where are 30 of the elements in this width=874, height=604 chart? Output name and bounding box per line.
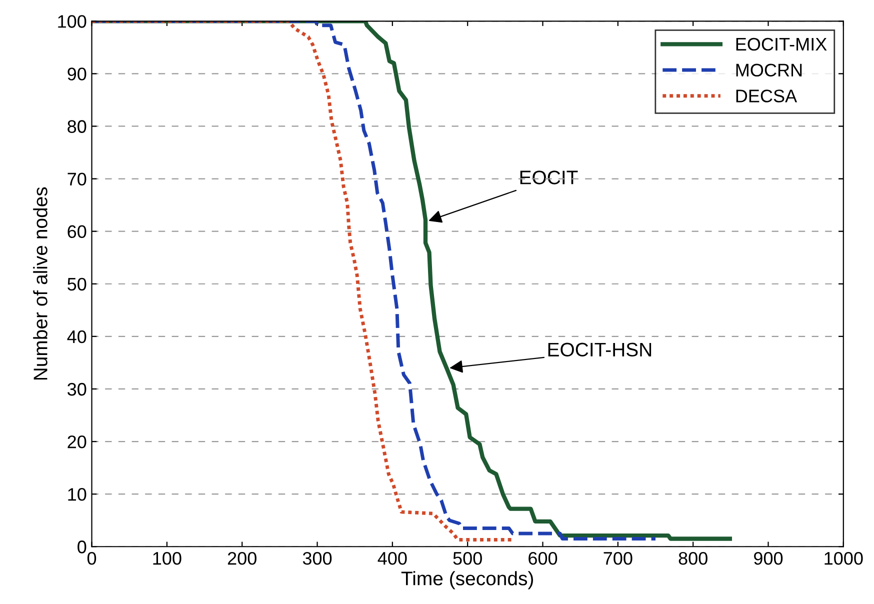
x-tick-label: 100 bbox=[153, 552, 182, 565]
x-tick-label: 800 bbox=[678, 552, 708, 565]
y-tick-label: 100 bbox=[58, 15, 86, 28]
y-axis-title: Number of alive nodes bbox=[33, 187, 48, 380]
annotation: EOCIT bbox=[520, 170, 578, 184]
legend-label: DECSA bbox=[736, 90, 798, 102]
y-tick-label: 30 bbox=[68, 382, 86, 396]
y-tick-label: 0 bbox=[78, 540, 86, 554]
line-series bbox=[92, 21, 514, 542]
x-tick-label: 400 bbox=[378, 552, 407, 565]
x-tick-label: 0 bbox=[87, 552, 96, 565]
legend-label: EOCIT-MIX bbox=[736, 38, 827, 51]
y-tick-label: 10 bbox=[68, 488, 86, 501]
x-axis-title: Time (seconds) bbox=[401, 571, 534, 590]
y-tick-label: 40 bbox=[67, 330, 86, 344]
x-tick-label: 1000 bbox=[824, 552, 863, 565]
y-tick-label: 80 bbox=[68, 120, 86, 133]
x-tick-label: 900 bbox=[754, 552, 783, 565]
x-tick-label: 200 bbox=[228, 552, 256, 565]
x-tick-label: 300 bbox=[302, 552, 332, 565]
y-tick-label: 60 bbox=[68, 225, 86, 238]
x-tick-label: 700 bbox=[604, 552, 632, 565]
x-tick-label: 600 bbox=[528, 552, 558, 565]
y-tick-label: 70 bbox=[68, 172, 86, 186]
legend-label: MOCRN bbox=[736, 64, 802, 77]
x-tick-label: 500 bbox=[453, 552, 482, 565]
annotation: EOCIT-HSN bbox=[548, 342, 652, 357]
y-tick-label: 20 bbox=[68, 435, 86, 448]
y-tick-label: 90 bbox=[68, 68, 86, 80]
y-tick-label: 50 bbox=[68, 278, 86, 291]
